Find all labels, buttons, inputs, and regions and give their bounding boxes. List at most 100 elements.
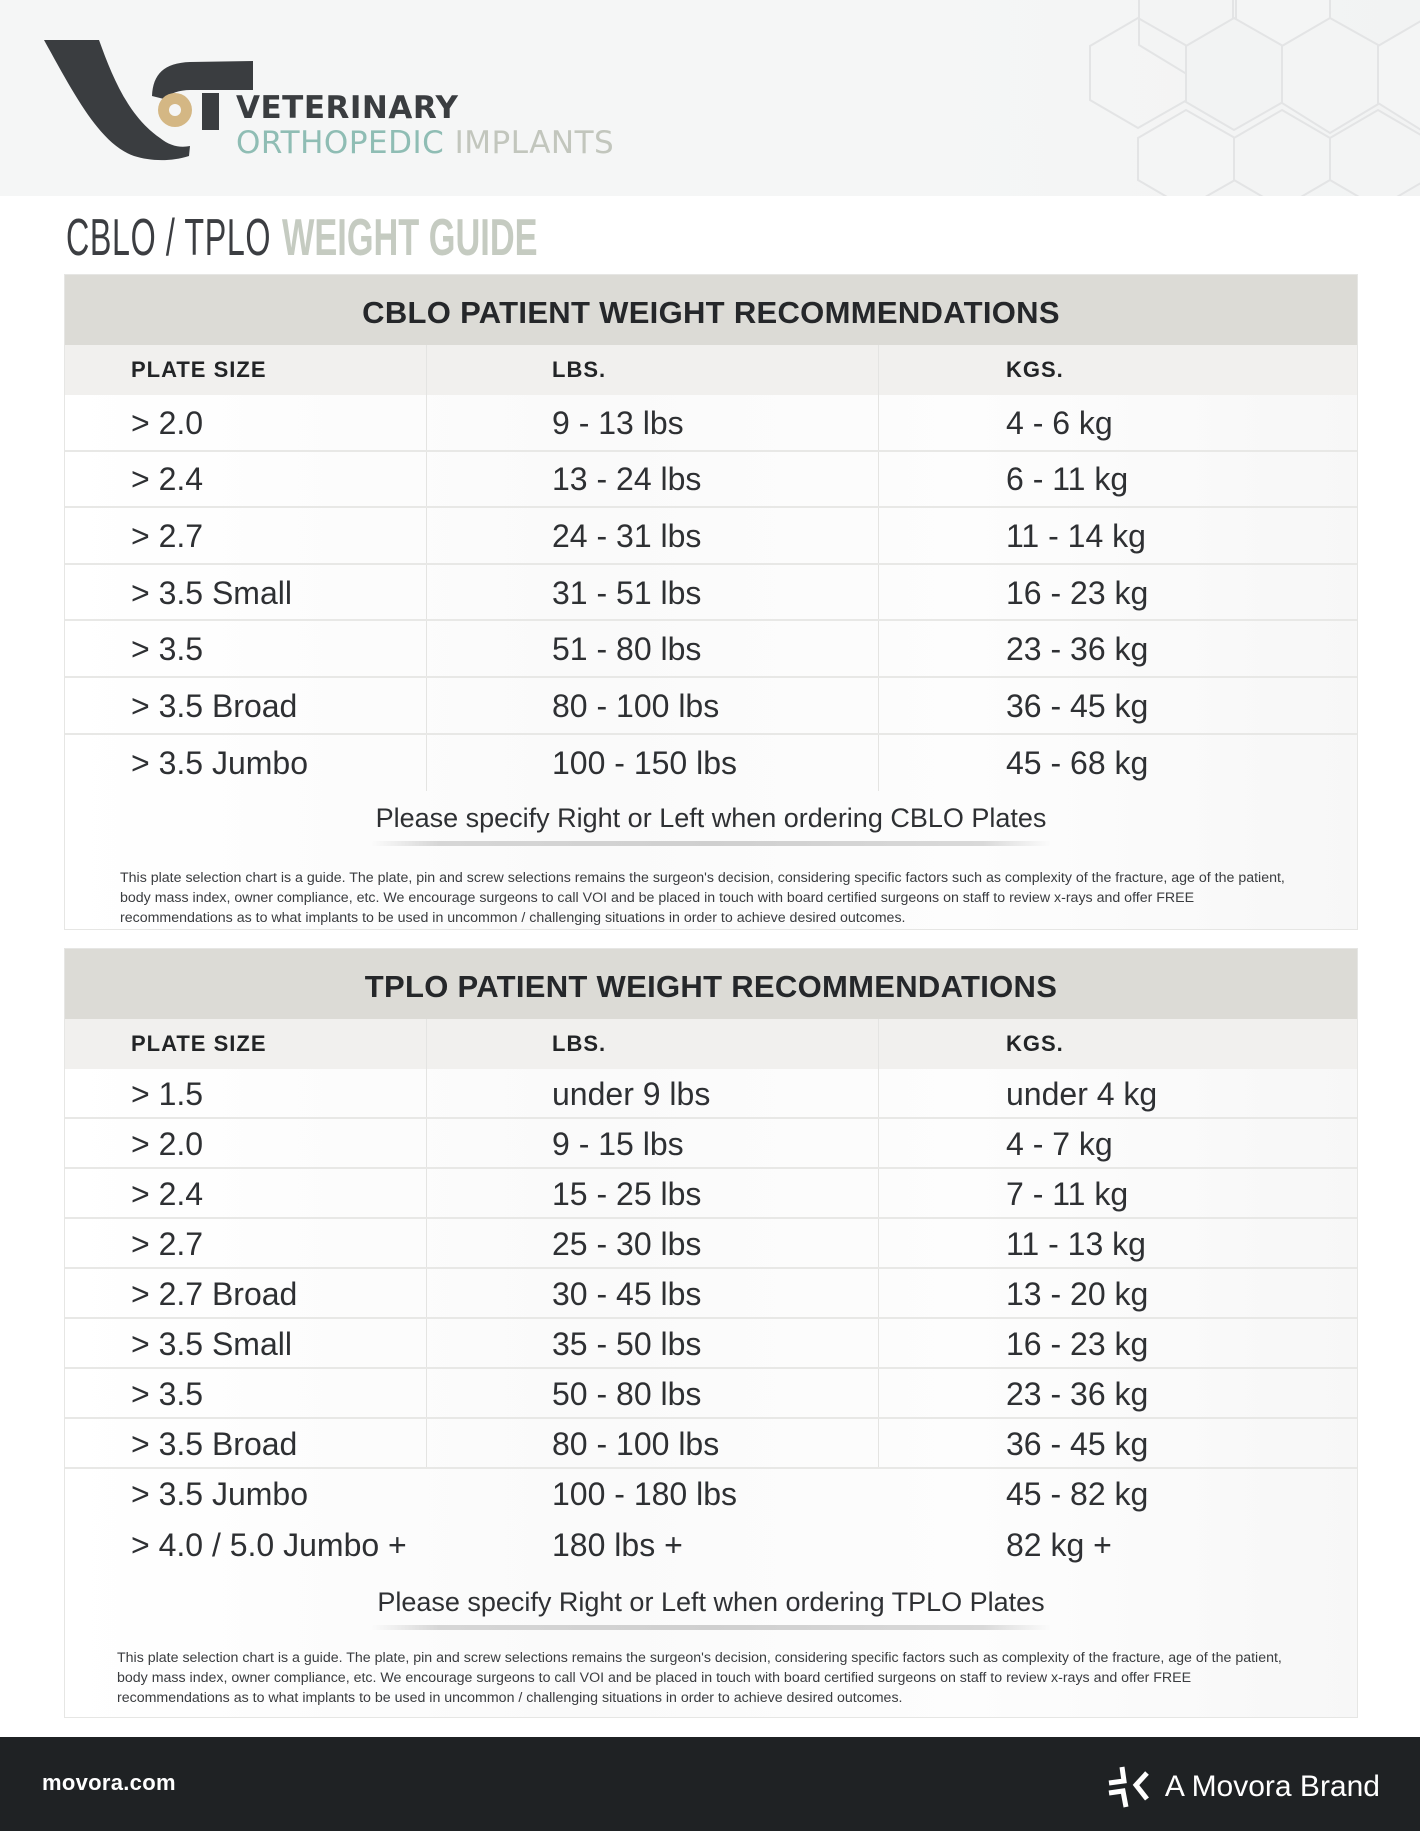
plate-size-cell: > 3.5 Small bbox=[65, 1319, 427, 1367]
tplo-disclaimer: This plate selection chart is a guide. T… bbox=[117, 1650, 1282, 1706]
kgs-cell: 6 - 11 kg bbox=[1006, 461, 1129, 498]
lbs-cell: 100 - 180 lbs bbox=[552, 1475, 738, 1512]
brand-name-line2: ORTHOPEDIC IMPLANTS bbox=[236, 125, 614, 161]
footer-brand-text: A Movora Brand bbox=[1164, 1770, 1380, 1803]
lbs-cell: 50 - 80 lbs bbox=[427, 1369, 879, 1417]
column-lbs: LBS. bbox=[427, 345, 879, 395]
voi-logo-icon bbox=[44, 40, 253, 161]
lbs-cell: 9 - 13 lbs bbox=[427, 395, 879, 450]
kgs-cell: 16 - 23 kg bbox=[1006, 574, 1149, 611]
table-row: > 2.4 13 - 24 lbs 6 - 11 kg bbox=[65, 451, 1357, 509]
kgs-cell: 23 - 36 kg bbox=[1006, 631, 1149, 668]
lbs-cell: 15 - 25 lbs bbox=[427, 1169, 879, 1217]
kgs-cell: under 4 kg bbox=[1006, 1075, 1158, 1112]
table-row: > 2.7 Broad 30 - 45 lbs 13 - 20 kg bbox=[65, 1269, 1357, 1319]
kgs-cell: 16 - 23 kg bbox=[1006, 1325, 1149, 1362]
cblo-table-title: CBLO PATIENT WEIGHT RECOMMENDATIONS bbox=[65, 275, 1357, 345]
kgs-cell: 36 - 45 kg bbox=[1006, 687, 1149, 724]
tplo-column-header: PLATE SIZE LBS. KGS. bbox=[65, 1019, 1357, 1069]
tplo-table-title: TPLO PATIENT WEIGHT RECOMMENDATIONS bbox=[65, 949, 1357, 1019]
brand-implants: IMPLANTS bbox=[454, 125, 615, 161]
plate-size-cell: > 3.5 Broad bbox=[65, 677, 427, 733]
cblo-disclaimer: This plate selection chart is a guide. T… bbox=[120, 870, 1285, 927]
lbs-cell: 24 - 31 lbs bbox=[427, 508, 879, 563]
brush-stroke-divider bbox=[371, 1625, 1051, 1630]
table-row: > 1.5 under 9 lbs under 4 kg bbox=[65, 1069, 1357, 1119]
table-row: > 2.0 9 - 13 lbs 4 - 6 kg bbox=[65, 395, 1357, 452]
kgs-cell: 13 - 20 kg bbox=[1006, 1275, 1149, 1312]
lbs-cell: 35 - 50 lbs bbox=[427, 1319, 879, 1367]
kgs-cell: 82 kg + bbox=[1006, 1526, 1112, 1563]
plate-size-cell: > 3.5 bbox=[65, 621, 427, 676]
header-band: VETERINARY ORTHOPEDIC IMPLANTS bbox=[0, 0, 1420, 196]
lbs-cell: 80 - 100 lbs bbox=[427, 677, 879, 733]
movora-mark-icon bbox=[1108, 1766, 1149, 1808]
table-row: > 3.5 Small 35 - 50 lbs 16 - 23 kg bbox=[65, 1319, 1357, 1369]
lbs-cell: 9 - 15 lbs bbox=[427, 1119, 879, 1167]
lbs-cell: 25 - 30 lbs bbox=[427, 1219, 879, 1267]
lbs-cell: 80 - 100 lbs bbox=[427, 1419, 879, 1467]
plate-size-cell: > 3.5 bbox=[65, 1369, 427, 1417]
lbs-cell: 100 - 150 lbs bbox=[427, 734, 879, 792]
kgs-cell: 4 - 6 kg bbox=[1006, 404, 1113, 441]
plate-size-cell: > 2.7 Broad bbox=[65, 1269, 427, 1317]
table-row: > 3.5 Small 31 - 51 lbs 16 - 23 kg bbox=[65, 564, 1357, 622]
plate-size-cell: > 4.0 / 5.0 Jumbo + bbox=[131, 1526, 407, 1563]
plate-size-cell: > 2.7 bbox=[65, 508, 427, 563]
column-kgs: KGS. bbox=[1006, 357, 1064, 382]
cblo-order-note: Please specify Right or Left when orderi… bbox=[65, 803, 1357, 847]
brand-name-line1: VETERINARY bbox=[236, 90, 459, 126]
cblo-order-note-text: Please specify Right or Left when orderi… bbox=[375, 803, 1047, 834]
kgs-cell: 11 - 13 kg bbox=[1006, 1225, 1146, 1262]
cblo-table: CBLO PATIENT WEIGHT RECOMMENDATIONS PLAT… bbox=[64, 274, 1358, 930]
column-lbs: LBS. bbox=[427, 1019, 879, 1069]
tplo-table: TPLO PATIENT WEIGHT RECOMMENDATIONS PLAT… bbox=[64, 948, 1358, 1718]
table-row: > 3.5 Jumbo 100 - 150 lbs 45 - 68 kg bbox=[65, 734, 1357, 792]
kgs-cell: 4 - 7 kg bbox=[1006, 1125, 1113, 1162]
column-plate-size: PLATE SIZE bbox=[65, 345, 427, 395]
tplo-order-note-text: Please specify Right or Left when orderi… bbox=[377, 1587, 1045, 1617]
footer-website-link[interactable]: movora.com bbox=[42, 1770, 176, 1795]
page-title-light: CBLO / TPLO bbox=[66, 209, 272, 267]
footer: movora.com A Movora Brand bbox=[0, 1737, 1420, 1831]
plate-size-cell: > 3.5 Jumbo bbox=[131, 1475, 308, 1512]
page-title-bold: WEIGHT GUIDE bbox=[282, 209, 538, 267]
table-row: > 3.5 50 - 80 lbs 23 - 36 kg bbox=[65, 1369, 1357, 1419]
table-row: > 2.7 24 - 31 lbs 11 - 14 kg bbox=[65, 508, 1357, 565]
column-kgs: KGS. bbox=[1006, 1031, 1064, 1056]
brand-orthopedic: ORTHOPEDIC bbox=[236, 125, 445, 161]
column-plate-size: PLATE SIZE bbox=[65, 1019, 427, 1069]
cblo-column-header: PLATE SIZE LBS. KGS. bbox=[65, 345, 1357, 395]
plate-size-cell: > 2.7 bbox=[65, 1219, 427, 1267]
brush-stroke-divider bbox=[371, 841, 1051, 847]
lbs-cell: 51 - 80 lbs bbox=[427, 621, 879, 676]
table-row: > 3.5 Broad 80 - 100 lbs 36 - 45 kg bbox=[65, 677, 1357, 735]
tplo-order-note: Please specify Right or Left when orderi… bbox=[65, 1587, 1357, 1630]
lbs-cell: 31 - 51 lbs bbox=[427, 564, 879, 620]
footer-brand: A Movora Brand bbox=[1105, 1763, 1380, 1811]
table-row: > 3.5 51 - 80 lbs 23 - 36 kg bbox=[65, 621, 1357, 678]
lbs-cell: 30 - 45 lbs bbox=[427, 1269, 879, 1317]
lbs-cell: 13 - 24 lbs bbox=[427, 451, 879, 507]
plate-size-cell: > 3.5 Jumbo bbox=[65, 734, 427, 792]
kgs-cell: 45 - 82 kg bbox=[1006, 1475, 1149, 1512]
kgs-cell: 36 - 45 kg bbox=[1006, 1425, 1149, 1462]
plate-size-cell: > 1.5 bbox=[65, 1069, 427, 1117]
page-title: CBLO / TPLO WEIGHT GUIDE bbox=[66, 206, 537, 270]
table-row: > 2.0 9 - 15 lbs 4 - 7 kg bbox=[65, 1119, 1357, 1169]
plate-size-cell: > 2.4 bbox=[65, 1169, 427, 1217]
table-row: > 2.7 25 - 30 lbs 11 - 13 kg bbox=[65, 1219, 1357, 1269]
lbs-cell: 180 lbs + bbox=[552, 1526, 683, 1563]
kgs-cell: 23 - 36 kg bbox=[1006, 1375, 1149, 1412]
kgs-cell: 7 - 11 kg bbox=[1006, 1175, 1129, 1212]
kgs-cell: 11 - 14 kg bbox=[1006, 517, 1146, 554]
plate-size-cell: > 3.5 Broad bbox=[65, 1419, 427, 1467]
lbs-cell: under 9 lbs bbox=[427, 1069, 879, 1117]
plate-size-cell: > 2.0 bbox=[65, 1119, 427, 1167]
table-row: > 3.5 Jumbo 100 - 180 lbs 45 - 82 kg bbox=[65, 1469, 1357, 1519]
kgs-cell: 45 - 68 kg bbox=[1006, 745, 1149, 782]
hexagon-pattern-icon bbox=[1089, 0, 1420, 196]
table-row: > 3.5 Broad 80 - 100 lbs 36 - 45 kg bbox=[65, 1419, 1357, 1469]
table-row: > 2.4 15 - 25 lbs 7 - 11 kg bbox=[65, 1169, 1357, 1219]
plate-size-cell: > 2.0 bbox=[65, 395, 427, 450]
